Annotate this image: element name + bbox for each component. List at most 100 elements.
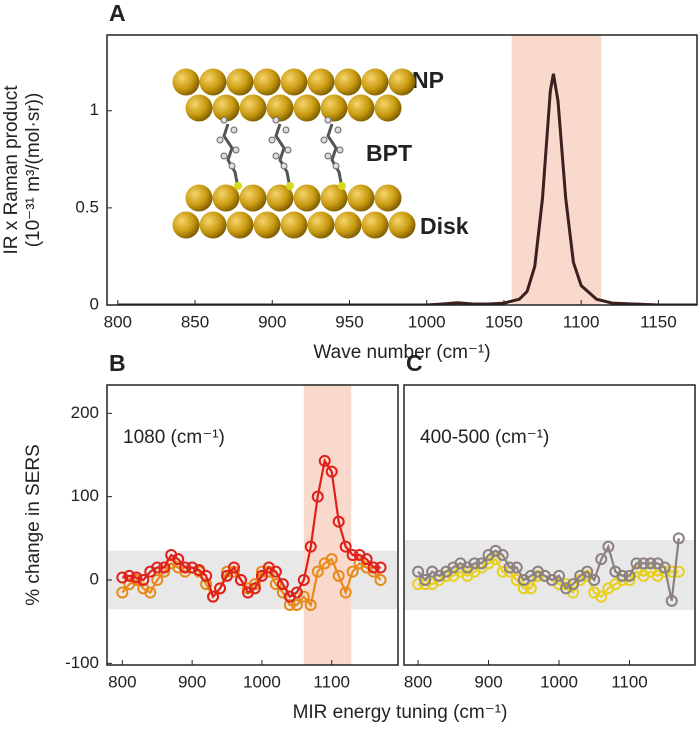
series-marker <box>517 582 530 595</box>
panel-title: C <box>406 350 423 376</box>
x-tick-label: 1100 <box>563 312 600 331</box>
axes-frame <box>106 384 399 666</box>
atom <box>324 116 332 124</box>
annotation: NP <box>412 67 444 93</box>
series-marker <box>595 590 608 603</box>
x-tick-label: 850 <box>181 312 209 331</box>
gold-atom <box>280 68 308 96</box>
gold-atom <box>374 184 402 212</box>
y-tick-label: 200 <box>71 403 99 422</box>
gold-atom <box>253 211 281 239</box>
series-marker <box>228 561 241 574</box>
y-axis-label: (10⁻³¹ m³/(mol·sr)) <box>23 93 44 248</box>
x-tick-label: 900 <box>474 672 502 691</box>
series-marker <box>332 515 345 528</box>
sulfur <box>338 182 346 190</box>
atom <box>220 116 228 124</box>
series-marker <box>374 561 387 574</box>
atom <box>282 126 290 134</box>
series-marker <box>234 574 247 586</box>
x-tick-label: 800 <box>404 672 432 691</box>
series-marker <box>644 557 657 570</box>
annotation: 400-500 (cm⁻¹) <box>420 427 549 448</box>
series-marker <box>311 490 324 503</box>
gold-atom <box>199 68 227 96</box>
gold-atom <box>307 68 335 96</box>
atom <box>232 146 240 154</box>
x-axis-label: Wave number (cm⁻¹) <box>313 342 490 363</box>
y-axis-label: % change in SERS <box>23 444 44 606</box>
gold-atom <box>334 211 362 239</box>
series-line <box>121 557 382 608</box>
atom <box>284 146 292 154</box>
gold-atom <box>266 184 294 212</box>
series-marker <box>360 553 373 566</box>
x-tick-label: 1100 <box>611 672 648 691</box>
gold-atom <box>239 184 267 212</box>
series-marker <box>346 549 359 561</box>
atom <box>272 152 280 160</box>
gold-atom <box>361 211 389 239</box>
series-marker <box>367 561 380 574</box>
series-marker <box>290 599 303 611</box>
y-tick-label: 0 <box>90 294 99 313</box>
series-marker <box>304 540 317 553</box>
gold-atom <box>334 68 362 96</box>
series-marker <box>346 565 359 578</box>
series-marker <box>623 569 636 582</box>
molecule <box>274 123 292 189</box>
x-tick-label: 1000 <box>540 672 578 691</box>
series-marker <box>116 586 129 599</box>
gold-atom <box>280 211 308 239</box>
panel: C 800 900 1000 1100 400-500 (cm⁻¹) <box>403 350 696 691</box>
series-marker <box>158 561 171 574</box>
series-marker <box>269 565 282 578</box>
atom <box>230 126 238 134</box>
atom <box>280 162 288 170</box>
x-tick-label: 1000 <box>408 312 446 331</box>
series-marker <box>137 574 150 586</box>
gold-atom <box>226 211 254 239</box>
series-marker <box>567 578 580 591</box>
series-marker <box>116 571 129 584</box>
axes-frame <box>403 384 696 666</box>
series-marker <box>475 557 488 570</box>
gold-atom <box>199 211 227 239</box>
gold-atom <box>293 94 321 122</box>
series-marker <box>179 561 192 574</box>
series-marker <box>151 574 164 586</box>
x-tick-label: 900 <box>178 672 206 691</box>
gold-atom <box>172 68 200 96</box>
series-marker <box>665 594 678 607</box>
gold-atom <box>388 68 416 96</box>
series-marker <box>151 561 164 574</box>
series-marker <box>255 569 268 582</box>
x-tick-label: 950 <box>335 312 363 331</box>
y-tick-label: 0.5 <box>75 197 99 216</box>
series-marker <box>221 569 234 582</box>
gold-atom <box>185 184 213 212</box>
series-marker <box>412 565 425 578</box>
series-marker <box>276 578 289 591</box>
gold-atom <box>388 211 416 239</box>
series-marker <box>616 569 629 582</box>
series-marker <box>130 571 143 584</box>
gold-atom <box>361 68 389 96</box>
series-marker <box>339 540 352 553</box>
atom <box>228 162 236 170</box>
series-marker <box>524 582 537 595</box>
gold-atom <box>212 94 240 122</box>
axes-frame <box>106 34 698 306</box>
series-marker <box>468 557 481 570</box>
gold-atom <box>239 94 267 122</box>
x-tick-label: 1100 <box>313 672 350 691</box>
series-marker <box>283 599 296 611</box>
series-marker <box>658 561 671 574</box>
atom <box>220 152 228 160</box>
gold-atom <box>320 184 348 212</box>
atom <box>334 126 342 134</box>
series-line <box>122 457 381 599</box>
gold-atom <box>253 68 281 96</box>
sulfur <box>286 182 294 190</box>
gold-atom <box>347 94 375 122</box>
